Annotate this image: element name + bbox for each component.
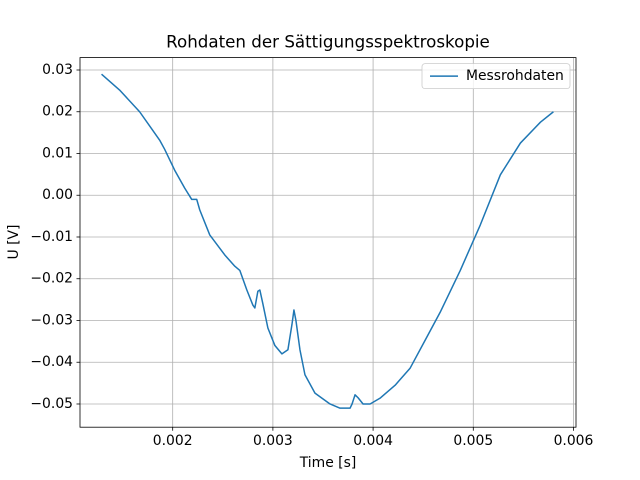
y-tick-label: −0.03 — [30, 312, 73, 328]
y-tick-label: 0.02 — [42, 104, 73, 120]
y-tick-label: 0.01 — [42, 145, 73, 161]
plot-frame — [79, 57, 577, 428]
x-tick-label: 0.006 — [554, 433, 594, 449]
chart-title: Rohdaten der Sättigungsspektroskopie — [166, 32, 490, 52]
y-tick-label: −0.01 — [30, 229, 73, 245]
y-tick-label: −0.02 — [30, 271, 73, 287]
legend-label: Messrohdaten — [466, 68, 564, 84]
x-tick-label: 0.002 — [153, 433, 193, 449]
legend-box — [421, 63, 571, 89]
data-line — [101, 73, 554, 409]
y-tick-label: 0.03 — [42, 62, 73, 78]
x-tick-label: 0.005 — [453, 433, 493, 449]
y-axis-label: U [V] — [6, 225, 22, 260]
x-axis-label: Time [s] — [299, 455, 357, 471]
x-tick-label: 0.004 — [353, 433, 393, 449]
y-tick-label: −0.05 — [30, 396, 73, 412]
x-tick-label: 0.003 — [253, 433, 293, 449]
y-tick-label: 0.00 — [42, 187, 73, 203]
y-tick-label: −0.04 — [30, 354, 73, 370]
